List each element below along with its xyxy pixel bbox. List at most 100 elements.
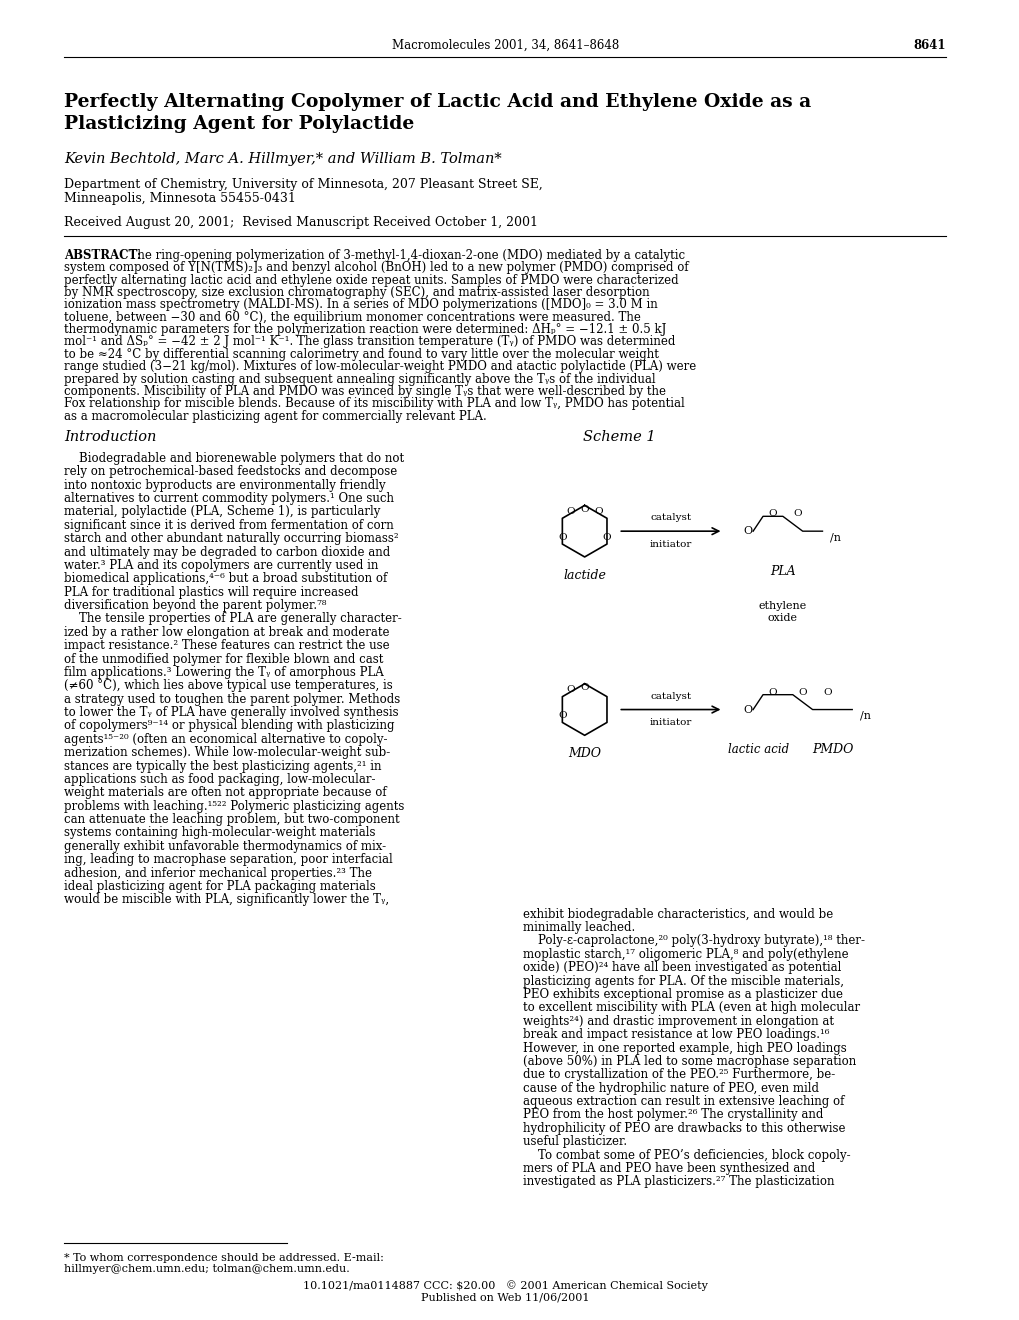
- Text: /n: /n: [859, 710, 870, 721]
- Text: However, in one reported example, high PEO loadings: However, in one reported example, high P…: [523, 1041, 846, 1055]
- Text: lactic acid: lactic acid: [727, 743, 788, 756]
- Text: oxide) (PEO)²⁴ have all been investigated as potential: oxide) (PEO)²⁴ have all been investigate…: [523, 961, 841, 974]
- Text: thermodynamic parameters for the polymerization reaction were determined: ΔHₚ° =: thermodynamic parameters for the polymer…: [64, 323, 666, 337]
- Text: to lower the Tᵧ of PLA have generally involved synthesis: to lower the Tᵧ of PLA have generally in…: [64, 706, 398, 719]
- Text: O: O: [793, 510, 801, 519]
- Text: merization schemes). While low-molecular-weight sub-: merization schemes). While low-molecular…: [64, 746, 390, 759]
- Text: into nontoxic byproducts are environmentally friendly: into nontoxic byproducts are environment…: [64, 479, 385, 491]
- Text: Scheme 1: Scheme 1: [582, 430, 654, 444]
- Text: material, polylactide (PLA, Scheme 1), is particularly: material, polylactide (PLA, Scheme 1), i…: [64, 506, 380, 519]
- Text: can attenuate the leaching problem, but two-component: can attenuate the leaching problem, but …: [64, 813, 399, 826]
- Text: adhesion, and inferior mechanical properties.²³ The: adhesion, and inferior mechanical proper…: [64, 867, 372, 879]
- Text: useful plasticizer.: useful plasticizer.: [523, 1135, 627, 1148]
- Text: film applications.³ Lowering the Tᵧ of amorphous PLA: film applications.³ Lowering the Tᵧ of a…: [64, 667, 384, 678]
- Text: (above 50%) in PLA led to some macrophase separation: (above 50%) in PLA led to some macrophas…: [523, 1055, 856, 1068]
- Text: Fox relationship for miscible blends. Because of its miscibility with PLA and lo: Fox relationship for miscible blends. Be…: [64, 397, 685, 411]
- Text: 8641: 8641: [913, 40, 946, 51]
- Text: problems with leaching.¹⁵²² Polymeric plasticizing agents: problems with leaching.¹⁵²² Polymeric pl…: [64, 800, 405, 813]
- Text: hillmyer@chem.umn.edu; tolman@chem.umn.edu.: hillmyer@chem.umn.edu; tolman@chem.umn.e…: [64, 1265, 350, 1275]
- Text: catalyst: catalyst: [650, 692, 691, 701]
- Text: O: O: [822, 688, 830, 697]
- Text: and ultimately may be degraded to carbon dioxide and: and ultimately may be degraded to carbon…: [64, 545, 390, 558]
- Text: Introduction: Introduction: [64, 430, 157, 444]
- Text: ionization mass spectrometry (MALDI-MS). In a series of MDO polymerizations ([MD: ionization mass spectrometry (MALDI-MS).…: [64, 298, 657, 312]
- Text: ethylene: ethylene: [758, 601, 806, 611]
- Text: moplastic starch,¹⁷ oligomeric PLA,⁸ and poly(ethylene: moplastic starch,¹⁷ oligomeric PLA,⁸ and…: [523, 948, 848, 961]
- Text: catalyst: catalyst: [650, 513, 691, 523]
- Text: hydrophilicity of PEO are drawbacks to this otherwise: hydrophilicity of PEO are drawbacks to t…: [523, 1122, 845, 1135]
- Text: a strategy used to toughen the parent polymer. Methods: a strategy used to toughen the parent po…: [64, 693, 400, 706]
- Text: stances are typically the best plasticizing agents,²¹ in: stances are typically the best plasticiz…: [64, 759, 381, 772]
- Text: alternatives to current commodity polymers.¹ One such: alternatives to current commodity polyme…: [64, 492, 394, 506]
- Text: system composed of Y[N(TMS)₂]₃ and benzyl alcohol (BnOH) led to a new polymer (P: system composed of Y[N(TMS)₂]₃ and benzy…: [64, 261, 689, 275]
- Text: O: O: [558, 533, 567, 541]
- Text: The tensile properties of PLA are generally character-: The tensile properties of PLA are genera…: [64, 612, 401, 626]
- Text: Received August 20, 2001;  Revised Manuscript Received October 1, 2001: Received August 20, 2001; Revised Manusc…: [64, 216, 538, 230]
- Text: aqueous extraction can result in extensive leaching of: aqueous extraction can result in extensi…: [523, 1096, 844, 1107]
- Text: systems containing high-molecular-weight materials: systems containing high-molecular-weight…: [64, 826, 376, 840]
- Text: Minneapolis, Minnesota 55455-0431: Minneapolis, Minnesota 55455-0431: [64, 193, 296, 206]
- Text: O: O: [743, 527, 752, 536]
- Text: /n: /n: [829, 532, 841, 543]
- Text: mers of PLA and PEO have been synthesized and: mers of PLA and PEO have been synthesize…: [523, 1162, 814, 1175]
- Text: mol⁻¹ and ΔSₚ° = −42 ± 2 J mol⁻¹ K⁻¹. The glass transition temperature (Tᵧ) of P: mol⁻¹ and ΔSₚ° = −42 ± 2 J mol⁻¹ K⁻¹. Th…: [64, 335, 676, 348]
- Text: Published on Web 11/06/2001: Published on Web 11/06/2001: [421, 1292, 589, 1303]
- Text: Plasticizing Agent for Polylactide: Plasticizing Agent for Polylactide: [64, 115, 415, 133]
- Text: PEO from the host polymer.²⁶ The crystallinity and: PEO from the host polymer.²⁶ The crystal…: [523, 1109, 822, 1122]
- Text: O: O: [594, 507, 602, 516]
- Text: prepared by solution casting and subsequent annealing significantly above the Tᵧ: prepared by solution casting and subsequ…: [64, 372, 655, 385]
- Text: Perfectly Alternating Copolymer of Lactic Acid and Ethylene Oxide as a: Perfectly Alternating Copolymer of Lacti…: [64, 94, 811, 111]
- Text: weights²⁴) and drastic improvement in elongation at: weights²⁴) and drastic improvement in el…: [523, 1015, 834, 1028]
- Text: To combat some of PEO’s deficiencies, block copoly-: To combat some of PEO’s deficiencies, bl…: [523, 1148, 850, 1162]
- Text: plasticizing agents for PLA. Of the miscible materials,: plasticizing agents for PLA. Of the misc…: [523, 974, 844, 987]
- Text: minimally leached.: minimally leached.: [523, 921, 635, 935]
- Text: O: O: [798, 688, 806, 697]
- Text: MDO: MDO: [568, 747, 600, 760]
- Text: investigated as PLA plasticizers.²⁷ The plasticization: investigated as PLA plasticizers.²⁷ The …: [523, 1175, 834, 1188]
- Text: by NMR spectroscopy, size exclusion chromatography (SEC), and matrix-assisted la: by NMR spectroscopy, size exclusion chro…: [64, 286, 649, 298]
- Text: significant since it is derived from fermentation of corn: significant since it is derived from fer…: [64, 519, 393, 532]
- Text: O: O: [768, 688, 776, 697]
- Text: exhibit biodegradable characteristics, and would be: exhibit biodegradable characteristics, a…: [523, 908, 833, 921]
- Text: O: O: [768, 510, 776, 519]
- Text: rely on petrochemical-based feedstocks and decompose: rely on petrochemical-based feedstocks a…: [64, 465, 397, 478]
- Text: cause of the hydrophilic nature of PEO, even mild: cause of the hydrophilic nature of PEO, …: [523, 1081, 818, 1094]
- Text: O: O: [601, 533, 610, 541]
- Text: lactide: lactide: [562, 569, 605, 582]
- Text: applications such as food packaging, low-molecular-: applications such as food packaging, low…: [64, 774, 376, 785]
- Text: Kevin Bechtold, Marc A. Hillmyer,* and William B. Tolman*: Kevin Bechtold, Marc A. Hillmyer,* and W…: [64, 152, 501, 165]
- Text: O: O: [580, 684, 588, 692]
- Text: to be ≈24 °C by differential scanning calorimetry and found to vary little over : to be ≈24 °C by differential scanning ca…: [64, 348, 658, 360]
- Text: perfectly alternating lactic acid and ethylene oxide repeat units. Samples of PM: perfectly alternating lactic acid and et…: [64, 273, 679, 286]
- Text: PLA for traditional plastics will require increased: PLA for traditional plastics will requir…: [64, 586, 359, 599]
- Text: * To whom correspondence should be addressed. E-mail:: * To whom correspondence should be addre…: [64, 1253, 384, 1263]
- Text: diversification beyond the parent polymer.⁷⁸: diversification beyond the parent polyme…: [64, 599, 327, 612]
- Text: toluene, between −30 and 60 °C), the equilibrium monomer concentrations were mea: toluene, between −30 and 60 °C), the equ…: [64, 310, 641, 323]
- Text: of copolymers⁹⁻¹⁴ or physical blending with plasticizing: of copolymers⁹⁻¹⁴ or physical blending w…: [64, 719, 394, 733]
- Text: initiator: initiator: [649, 540, 691, 549]
- Text: components. Miscibility of PLA and PMDO was evinced by single Tᵧs that were well: components. Miscibility of PLA and PMDO …: [64, 385, 665, 399]
- Text: PLA: PLA: [769, 565, 795, 578]
- Text: oxide: oxide: [767, 614, 797, 623]
- Text: due to crystallization of the PEO.²⁵ Furthermore, be-: due to crystallization of the PEO.²⁵ Fur…: [523, 1068, 835, 1081]
- Text: ideal plasticizing agent for PLA packaging materials: ideal plasticizing agent for PLA packagi…: [64, 880, 376, 894]
- Text: water.³ PLA and its copolymers are currently used in: water.³ PLA and its copolymers are curre…: [64, 558, 378, 572]
- Text: biomedical applications,⁴⁻⁶ but a broad substitution of: biomedical applications,⁴⁻⁶ but a broad …: [64, 573, 387, 585]
- Text: The ring-opening polymerization of 3-methyl-1,4-dioxan-2-one (MDO) mediated by a: The ring-opening polymerization of 3-met…: [121, 248, 685, 261]
- Text: initiator: initiator: [649, 718, 691, 727]
- Text: impact resistance.² These features can restrict the use: impact resistance.² These features can r…: [64, 639, 389, 652]
- Text: starch and other abundant naturally occurring biomass²: starch and other abundant naturally occu…: [64, 532, 398, 545]
- Text: ABSTRACT:: ABSTRACT:: [64, 248, 142, 261]
- Text: Biodegradable and biorenewable polymers that do not: Biodegradable and biorenewable polymers …: [64, 451, 405, 465]
- Text: Department of Chemistry, University of Minnesota, 207 Pleasant Street SE,: Department of Chemistry, University of M…: [64, 178, 543, 191]
- Text: O: O: [558, 711, 567, 719]
- Text: O: O: [566, 507, 575, 516]
- Text: O: O: [743, 705, 752, 714]
- Text: O: O: [580, 504, 588, 513]
- Text: 10.1021/ma0114887 CCC: $20.00   © 2001 American Chemical Society: 10.1021/ma0114887 CCC: $20.00 © 2001 Ame…: [303, 1280, 707, 1291]
- Text: generally exhibit unfavorable thermodynamics of mix-: generally exhibit unfavorable thermodyna…: [64, 840, 386, 853]
- Text: break and impact resistance at low PEO loadings.¹⁶: break and impact resistance at low PEO l…: [523, 1028, 828, 1041]
- Text: O: O: [566, 685, 575, 694]
- Text: weight materials are often not appropriate because of: weight materials are often not appropria…: [64, 787, 386, 800]
- Text: PEO exhibits exceptional promise as a plasticizer due: PEO exhibits exceptional promise as a pl…: [523, 987, 843, 1001]
